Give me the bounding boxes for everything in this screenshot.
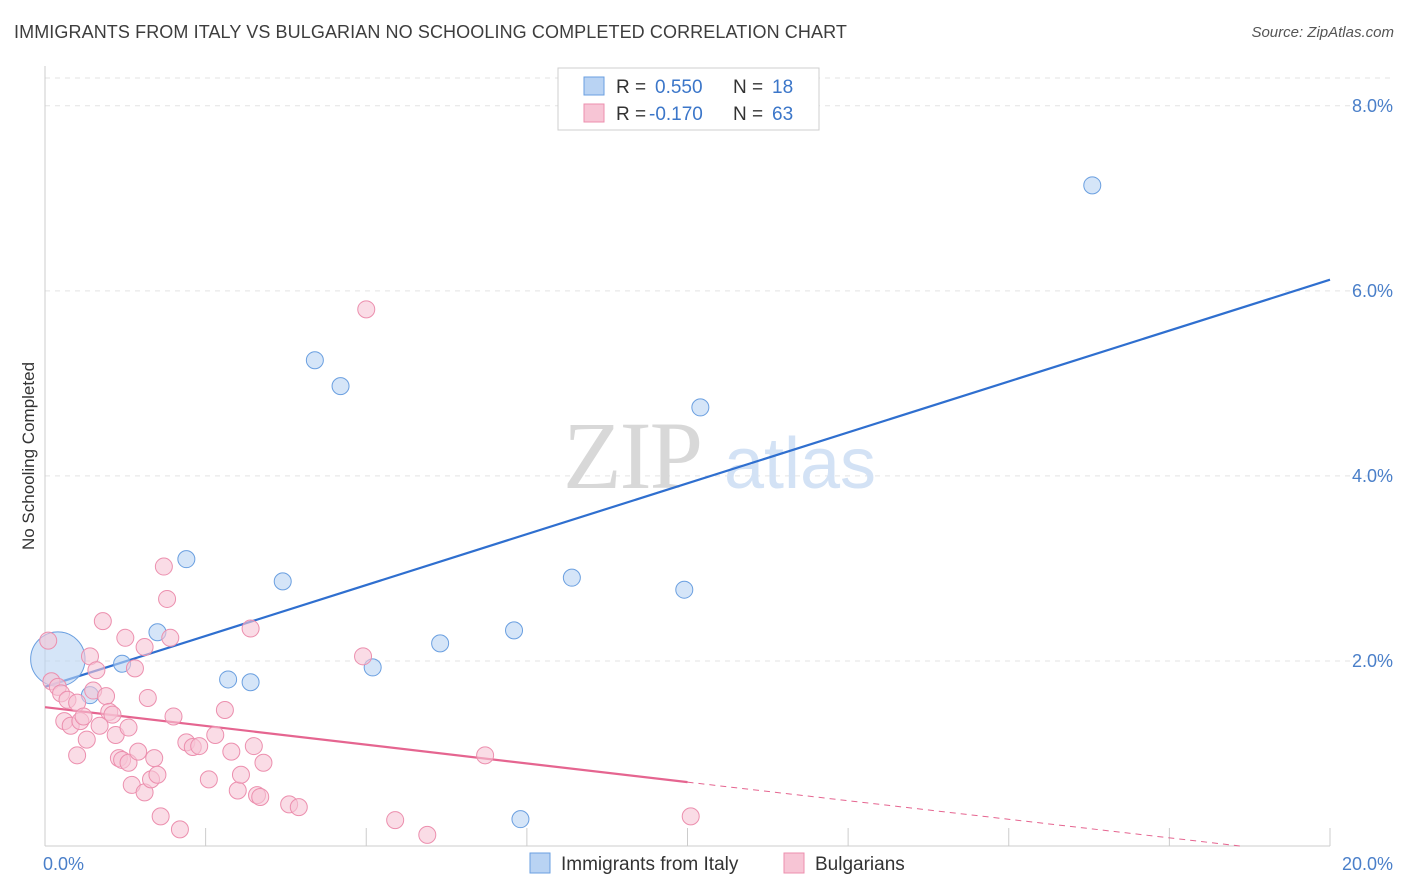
bottom-legend-swatch-italy: [529, 852, 551, 874]
point-bulgarians-0: [39, 631, 58, 650]
point-bulgarians-36: [154, 557, 173, 576]
y-tick-label-0: 2.0%: [1352, 651, 1393, 671]
point-italy-17: [1083, 176, 1102, 195]
chart-title: IMMIGRANTS FROM ITALY VS BULGARIAN NO SC…: [14, 22, 847, 42]
point-bulgarians-9: [68, 746, 87, 765]
point-italy-14: [562, 568, 581, 587]
point-italy-13: [511, 810, 530, 829]
legend-r-label-2: R =: [616, 104, 646, 125]
bottom-legend-label-italy: Immigrants from Italy: [561, 854, 739, 875]
point-italy-5: [219, 670, 238, 689]
point-bulgarians-61: [476, 746, 495, 765]
trend-lines: [44, 278, 1331, 847]
legend-r-value-2: -0.170: [649, 104, 703, 125]
point-italy-6: [241, 673, 260, 692]
legend-n-label-1: N =: [733, 77, 763, 98]
legend-n-value-2: 63: [772, 104, 793, 125]
point-bulgarians-24: [119, 718, 138, 737]
watermark-zip: ZIP: [563, 402, 701, 509]
point-bulgarians-57: [357, 300, 376, 319]
axes: [44, 66, 1331, 847]
point-bulgarians-31: [138, 688, 157, 707]
x-tick-label-1: 20.0%: [1342, 854, 1393, 874]
point-bulgarians-46: [215, 700, 234, 719]
point-bulgarians-58: [354, 647, 373, 666]
bottom-legend-swatch-bulgarians: [783, 852, 805, 874]
y-tick-label-1: 4.0%: [1352, 466, 1393, 486]
y-axis-title: No Schooling Completed: [19, 362, 38, 550]
y-tick-labels: 2.0% 4.0% 6.0% 8.0%: [1352, 96, 1393, 671]
legend-n-label-2: N =: [733, 104, 763, 125]
point-bulgarians-28: [129, 742, 148, 761]
point-bulgarians-10: [74, 707, 93, 726]
point-bulgarians-17: [97, 687, 116, 706]
point-bulgarians-11: [77, 730, 96, 749]
trend-line-bulgarians-extension: [687, 781, 1241, 847]
point-bulgarians-60: [418, 825, 437, 844]
legend-r-value-1: 0.550: [655, 77, 703, 98]
point-bulgarians-33: [145, 749, 164, 768]
point-bulgarians-49: [231, 765, 250, 784]
point-bulgarians-40: [170, 820, 189, 839]
x-tick-label-0: 0.0%: [43, 854, 84, 874]
point-bulgarians-14: [87, 661, 106, 680]
point-italy-12: [505, 621, 524, 640]
point-bulgarians-44: [199, 770, 218, 789]
point-bulgarians-29: [135, 638, 154, 657]
point-bulgarians-53: [254, 753, 273, 772]
point-bulgarians-56: [289, 798, 308, 817]
point-bulgarians-37: [158, 589, 177, 608]
point-bulgarians-43: [190, 737, 209, 756]
point-bulgarians-50: [241, 619, 260, 638]
y-tick-label-3: 8.0%: [1352, 96, 1393, 116]
x-tick-labels: 0.0% 20.0%: [43, 854, 1393, 874]
point-bulgarians-38: [161, 628, 180, 647]
legend-r-label-1: R =: [616, 77, 646, 98]
source-label: Source: ZipAtlas.com: [1251, 24, 1394, 41]
point-bulgarians-19: [103, 705, 122, 724]
point-italy-8: [305, 351, 324, 370]
legend-swatch-italy: [583, 76, 605, 96]
point-bulgarians-39: [164, 707, 183, 726]
point-bulgarians-27: [125, 659, 144, 678]
bottom-legend-label-bulgarians: Bulgarians: [815, 854, 905, 875]
point-bulgarians-47: [222, 742, 241, 761]
legend-swatch-bulgarians: [583, 103, 605, 123]
point-bulgarians-59: [386, 811, 405, 830]
point-bulgarians-54: [251, 787, 270, 806]
point-bulgarians-62: [681, 807, 700, 826]
point-italy-4: [177, 550, 196, 569]
watermark: ZIP atlas: [563, 402, 876, 509]
y-tick-label-2: 6.0%: [1352, 281, 1393, 301]
point-bulgarians-16: [93, 612, 112, 631]
point-italy-15: [675, 580, 694, 599]
point-bulgarians-35: [151, 807, 170, 826]
point-bulgarians-45: [206, 725, 225, 744]
trend-line-italy: [44, 278, 1331, 688]
point-bulgarians-23: [116, 628, 135, 647]
grid: [45, 77, 1395, 662]
point-italy-7: [273, 572, 292, 591]
series-legend: Immigrants from Italy Bulgarians: [529, 852, 905, 875]
point-bulgarians-15: [90, 716, 109, 735]
point-italy-16: [691, 398, 710, 417]
point-italy-9: [331, 377, 350, 396]
trend-line-bulgarians: [44, 706, 688, 784]
legend-n-value-1: 18: [772, 77, 793, 98]
point-bulgarians-48: [228, 781, 247, 800]
point-bulgarians-51: [244, 737, 263, 756]
stats-legend: R = 0.550 N = 18 R = -0.170 N = 63: [557, 67, 820, 131]
data-points: [30, 176, 1102, 844]
point-italy-11: [431, 634, 450, 653]
point-bulgarians-34: [148, 765, 167, 784]
